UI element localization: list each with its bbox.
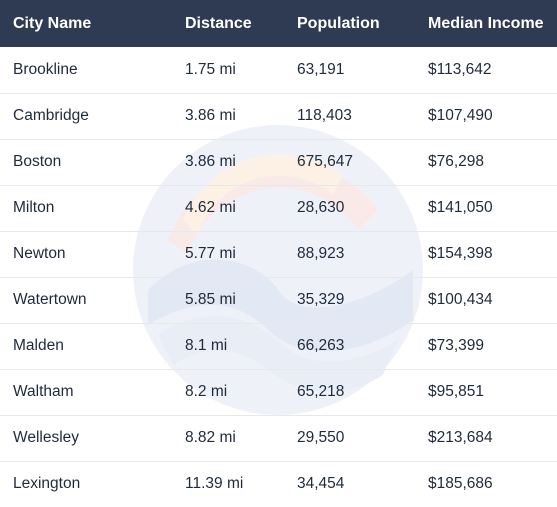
cell-population: 29,550 [297, 414, 428, 461]
header-distance[interactable]: Distance [185, 14, 252, 32]
table-row: Newton 5.77 mi 88,923 $154,398 [0, 230, 557, 277]
header-median-income[interactable]: Median Income [428, 14, 544, 32]
cell-city-name: Lexington [0, 460, 185, 507]
table-row: Waltham 8.2 mi 65,218 $95,851 [0, 368, 557, 415]
cell-distance: 5.85 mi [185, 276, 297, 323]
cell-median-income: $107,490 [428, 92, 557, 139]
cell-population: 35,329 [297, 276, 428, 323]
header-row: City Name Distance Population Median Inc… [0, 0, 557, 47]
cell-population: 88,923 [297, 230, 428, 277]
cell-population: 63,191 [297, 60, 345, 78]
cell-city-name: Boston [0, 138, 185, 185]
cell-population: 66,263 [297, 322, 428, 369]
table-row: Malden 8.1 mi 66,263 $73,399 [0, 322, 557, 369]
cell-distance: 11.39 mi [185, 460, 297, 507]
header-population[interactable]: Population [297, 14, 380, 32]
cell-distance: 8.1 mi [185, 322, 297, 369]
cell-distance: 8.82 mi [185, 414, 297, 461]
table-body: Brookline 1.75 mi 63,191 $113,642 Cambri… [0, 47, 557, 507]
table-row: Milton 4.62 mi 28,630 $141,050 [0, 184, 557, 231]
table-row: Cambridge 3.86 mi 118,403 $107,490 [0, 92, 557, 139]
cell-median-income: $100,434 [428, 276, 557, 323]
cell-city-name: Watertown [0, 276, 185, 323]
header-city-name[interactable]: City Name [13, 14, 92, 32]
cell-population: 118,403 [297, 92, 428, 139]
cell-distance: 3.86 mi [185, 138, 297, 185]
table-row: Boston 3.86 mi 675,647 $76,298 [0, 138, 557, 185]
cell-distance: 3.86 mi [185, 92, 297, 139]
table-row: Watertown 5.85 mi 35,329 $100,434 [0, 276, 557, 323]
cell-city-name: Cambridge [0, 92, 185, 139]
cell-city-name: Brookline [13, 60, 78, 78]
cell-city-name: Wellesley [0, 414, 185, 461]
cell-city-name: Malden [0, 322, 185, 369]
cell-population: 28,630 [297, 184, 428, 231]
cell-distance: 4.62 mi [185, 184, 297, 231]
table-row: Brookline 1.75 mi 63,191 $113,642 [0, 47, 557, 93]
cell-median-income: $141,050 [428, 184, 557, 231]
table-header: City Name Distance Population Median Inc… [0, 0, 557, 47]
table-row: Wellesley 8.82 mi 29,550 $213,684 [0, 414, 557, 461]
cell-city-name: Newton [0, 230, 185, 277]
cell-median-income: $113,642 [428, 60, 492, 78]
cell-distance: 1.75 mi [185, 60, 236, 78]
cell-median-income: $154,398 [428, 230, 557, 277]
cell-population: 65,218 [297, 368, 428, 415]
cell-city-name: Milton [0, 184, 185, 231]
cell-distance: 8.2 mi [185, 368, 297, 415]
cell-city-name: Waltham [0, 368, 185, 415]
cell-median-income: $95,851 [428, 368, 557, 415]
cell-median-income: $73,399 [428, 322, 557, 369]
cell-median-income: $185,686 [428, 460, 557, 507]
table-row: Lexington 11.39 mi 34,454 $185,686 [0, 460, 557, 507]
cell-population: 34,454 [297, 460, 428, 507]
cell-median-income: $213,684 [428, 414, 557, 461]
cell-median-income: $76,298 [428, 138, 557, 185]
cell-population: 675,647 [297, 138, 428, 185]
cell-distance: 5.77 mi [185, 230, 297, 277]
